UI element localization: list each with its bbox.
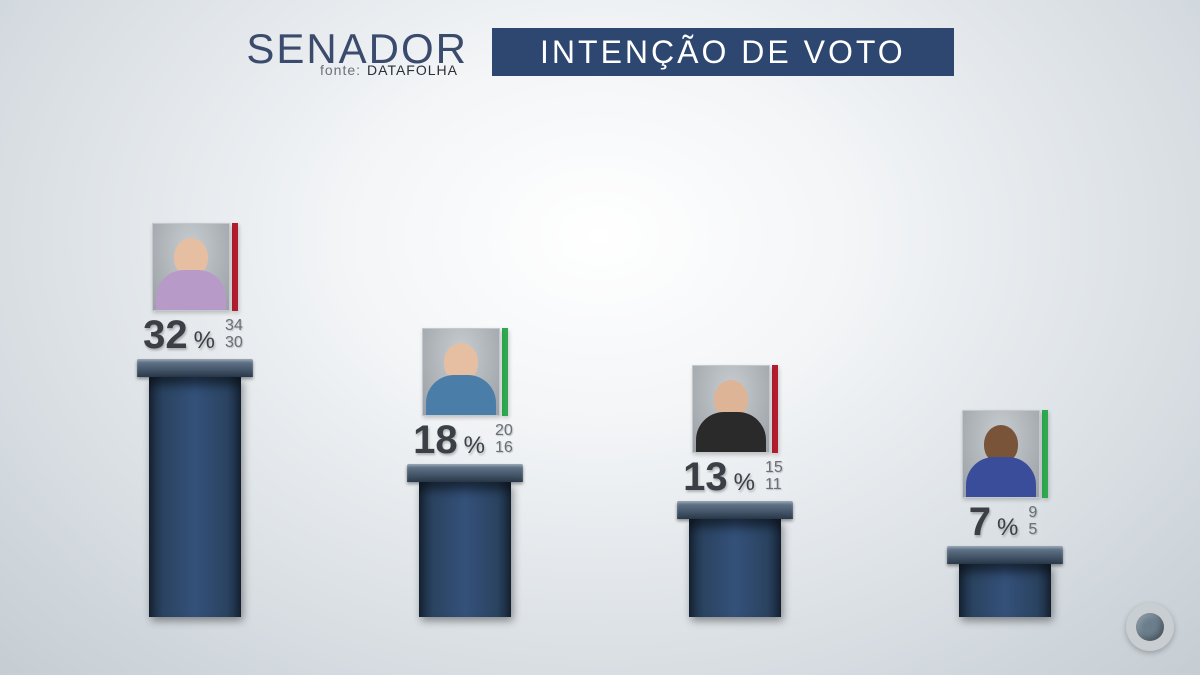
margin-bar	[1042, 410, 1048, 498]
candidate-topper	[962, 410, 1048, 498]
pct-sign: %	[734, 469, 755, 497]
bar	[149, 377, 241, 617]
margin-bar	[232, 223, 238, 311]
candidate-photo	[692, 365, 770, 453]
candidate-photo	[422, 328, 500, 416]
candidate-column: 13% 15 11	[625, 365, 845, 617]
network-logo-inner	[1136, 613, 1164, 641]
pct-value: 7	[969, 502, 991, 542]
header: SENADOR INTENÇÃO DE VOTO	[0, 28, 1200, 76]
candidate-column: 7% 9 5	[895, 410, 1115, 617]
pct-sign: %	[464, 432, 485, 460]
margin-bar	[502, 328, 508, 416]
pct-row: 32% 34 30	[143, 315, 247, 355]
margin-values: 34 30	[221, 316, 247, 354]
pct-row: 13% 15 11	[683, 457, 787, 497]
margin-high: 15	[765, 460, 783, 477]
pct-sign: %	[194, 327, 215, 355]
margin-values: 20 16	[491, 421, 517, 459]
margin-high: 20	[495, 423, 513, 440]
pct-row: 7% 9 5	[969, 502, 1042, 542]
margin-high: 9	[1028, 505, 1037, 522]
poll-bar-chart: 32% 34 30 18% 20 16	[0, 117, 1200, 617]
bar-cap	[677, 501, 793, 519]
candidate-column: 32% 34 30	[85, 223, 305, 617]
source-label: fonte:	[320, 62, 361, 78]
source-value: DATAFOLHA	[367, 62, 458, 78]
margin-bar	[772, 365, 778, 453]
margin-low: 30	[225, 335, 243, 352]
bar	[959, 564, 1051, 617]
margin-low: 11	[765, 477, 783, 494]
bar	[419, 482, 511, 617]
candidate-photo	[152, 223, 230, 311]
margin-values: 15 11	[761, 458, 787, 496]
margin-values: 9 5	[1024, 503, 1041, 541]
pct-value: 18	[413, 420, 458, 460]
bar	[689, 519, 781, 617]
source-line: fonte: DATAFOLHA	[320, 62, 458, 78]
candidate-topper	[692, 365, 778, 453]
title-intencao: INTENÇÃO DE VOTO	[492, 28, 954, 76]
bar-cap	[947, 546, 1063, 564]
network-logo-icon	[1126, 603, 1174, 651]
pct-value: 13	[683, 457, 728, 497]
bar-cap	[407, 464, 523, 482]
candidate-topper	[422, 328, 508, 416]
pct-sign: %	[997, 514, 1018, 542]
candidate-topper	[152, 223, 238, 311]
bar-cap	[137, 359, 253, 377]
margin-low: 5	[1028, 522, 1037, 539]
margin-high: 34	[225, 318, 243, 335]
pct-row: 18% 20 16	[413, 420, 517, 460]
candidate-photo	[962, 410, 1040, 498]
pct-value: 32	[143, 315, 188, 355]
candidate-column: 18% 20 16	[355, 328, 575, 617]
margin-low: 16	[495, 440, 513, 457]
